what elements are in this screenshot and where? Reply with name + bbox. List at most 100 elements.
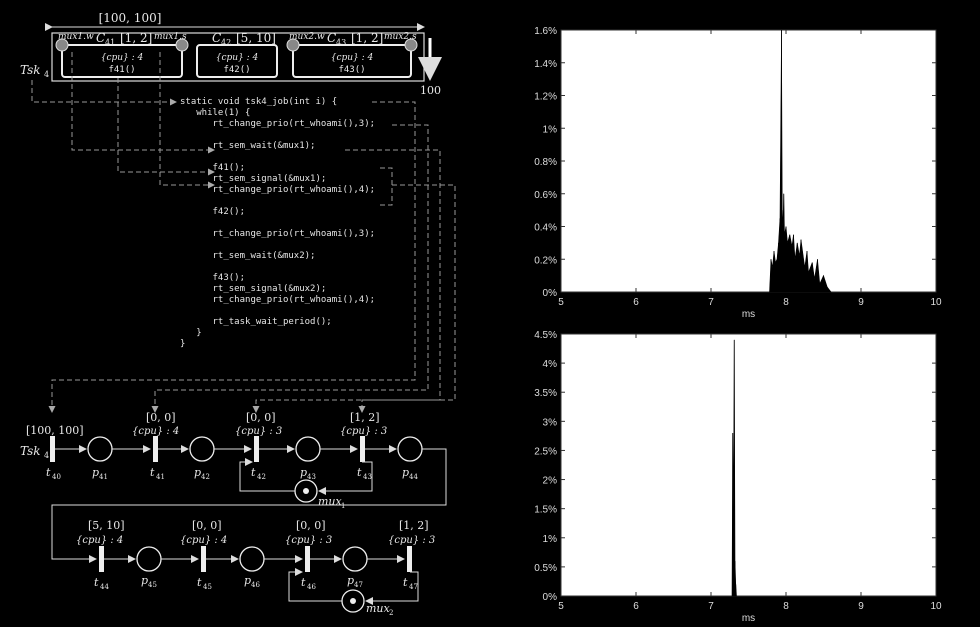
p42-sub: 42 — [201, 473, 210, 481]
code-line: f43(); — [180, 273, 246, 283]
t47-resource: {cpu} : 3 — [388, 535, 435, 546]
p41-sub: 41 — [99, 473, 108, 481]
x-tick-label: 7 — [708, 297, 714, 308]
plot-area — [560, 29, 937, 293]
code-line: f41(); — [180, 163, 246, 173]
mux1-token — [303, 488, 309, 494]
x-tick-label: 6 — [633, 297, 639, 308]
y-tick-label: 0% — [543, 288, 558, 299]
chunk-c41: mux1.w mux1.s C 41 [1, 2] {cpu} : 4 f41(… — [55, 31, 189, 78]
petri-task-sub: 4 — [44, 451, 49, 460]
p47-label: p — [347, 574, 354, 587]
transition-t41 — [153, 436, 158, 462]
mux1-wait-label: mux1.w — [58, 32, 94, 42]
deadline-label: 100 — [420, 84, 441, 97]
plot-area — [560, 333, 937, 597]
chunk-interval: [1, 2] — [351, 31, 383, 45]
chunk-resource: {cpu} : 4 — [331, 53, 374, 63]
p46-label: p — [244, 574, 251, 587]
t40-interval: [100, 100] — [26, 424, 84, 437]
code-line: } — [180, 339, 186, 349]
chunk-name: C — [212, 31, 221, 45]
chunk-sub: 41 — [105, 38, 115, 47]
t42-label: t — [251, 466, 256, 479]
chunk-sub: 42 — [221, 38, 231, 47]
y-tick-label: 2% — [543, 476, 558, 487]
chunk-function: f41() — [108, 65, 135, 75]
t42-interval: [0, 0] — [246, 411, 276, 424]
t46-interval: [0, 0] — [296, 519, 326, 532]
t47-interval: [1, 2] — [399, 519, 429, 532]
p42-label: p — [194, 466, 201, 479]
code-line: rt_sem_wait(&mux2); — [180, 251, 316, 261]
x-tick-label: 8 — [783, 601, 789, 612]
p41-label: p — [92, 466, 99, 479]
code-line: rt_change_prio(rt_whoami(),4); — [180, 185, 376, 195]
x-axis-label: ms — [742, 613, 755, 624]
code-line: } — [180, 328, 202, 338]
transition-t47 — [407, 546, 412, 572]
petri-task-label: Tsk — [20, 444, 41, 458]
chunk-interval: [1, 2] — [120, 31, 152, 45]
t44-sub: 44 — [100, 583, 109, 591]
x-tick-label: 6 — [633, 601, 639, 612]
chunk-interval: [5, 10] — [236, 31, 276, 45]
histogram-top: 5 6 7 8 9 10 0% 0.2% 0.4% 0.6% 0.8% 1% 1.2% 1.4% 1.6% m… — [534, 26, 942, 320]
t43-label: t — [357, 466, 362, 479]
t46-label: t — [301, 576, 306, 589]
t42-sub: 42 — [257, 473, 266, 481]
y-tick-label: 3.5% — [534, 388, 557, 399]
t44-label: t — [94, 576, 99, 589]
transition-t40 — [50, 436, 55, 462]
chunk-resource: {cpu} : 4 — [101, 53, 144, 63]
x-tick-label: 10 — [930, 601, 942, 612]
y-tick-label: 2.5% — [534, 446, 557, 457]
t41-interval: [0, 0] — [146, 411, 176, 424]
chunk-resource: {cpu} : 4 — [216, 53, 259, 63]
p43-label: p — [300, 466, 307, 479]
transition-t45 — [201, 546, 206, 572]
p44-sub: 44 — [409, 473, 418, 481]
code-line: rt_change_prio(rt_whoami(),3); — [180, 119, 376, 129]
y-tick-label: 1.6% — [534, 26, 557, 37]
y-tick-label: 0% — [543, 592, 558, 603]
t41-resource: {cpu} : 4 — [132, 426, 179, 437]
y-tick-label: 0.8% — [534, 157, 557, 168]
y-tick-label: 0.5% — [534, 563, 557, 574]
t45-resource: {cpu} : 4 — [180, 535, 227, 546]
x-tick-label: 5 — [558, 297, 564, 308]
t41-label: t — [150, 466, 155, 479]
y-tick-label: 1.5% — [534, 505, 557, 516]
t42-resource: {cpu} : 3 — [235, 426, 282, 437]
y-tick-label: 4% — [543, 359, 558, 370]
x-tick-label: 5 — [558, 601, 564, 612]
chunk-function: f42() — [223, 65, 250, 75]
code-line: rt_sem_wait(&mux1); — [180, 141, 316, 151]
t45-interval: [0, 0] — [192, 519, 222, 532]
mux1-signal-label: mux1.s — [154, 32, 187, 42]
petri-row-2: [5, 10] {cpu} : 4 t 44 p 45 [0, 0] {cpu}… — [51, 517, 435, 617]
task-label: Tsk — [20, 63, 41, 77]
t45-sub: 45 — [203, 583, 212, 591]
code-line: rt_sem_signal(&mux2); — [180, 284, 327, 294]
t40-sub: 40 — [52, 473, 61, 481]
t44-resource: {cpu} : 4 — [76, 535, 123, 546]
petri-row-1: [100, 100] Tsk 4 t 40 p 41 [0, 0] {cpu} … — [20, 411, 447, 517]
histogram-bottom: 5 6 7 8 9 10 0% 0.5% 1% 1.5% 2% 2.5% 3% 3.5% 4% 4.5% ms — [534, 330, 942, 624]
t40-label: t — [46, 466, 51, 479]
mapping-lines — [31, 52, 456, 413]
chunk-name: C — [327, 31, 336, 45]
chunk-c43: mux2.w mux2.s C 43 [1, 2] {cpu} : 4 f43(… — [286, 31, 418, 78]
p45-sub: 45 — [148, 581, 157, 589]
chunk-function: f43() — [338, 65, 365, 75]
code-line: rt_sem_signal(&mux1); — [180, 174, 327, 184]
t43-resource: {cpu} : 3 — [340, 426, 387, 437]
t45-label: t — [197, 576, 202, 589]
y-tick-label: 0.6% — [534, 190, 557, 201]
y-tick-label: 1.2% — [534, 92, 557, 103]
mux2-label: mux — [366, 602, 391, 615]
chunk-sub: 43 — [336, 38, 346, 47]
transition-t42 — [254, 436, 259, 462]
x-tick-label: 8 — [783, 297, 789, 308]
